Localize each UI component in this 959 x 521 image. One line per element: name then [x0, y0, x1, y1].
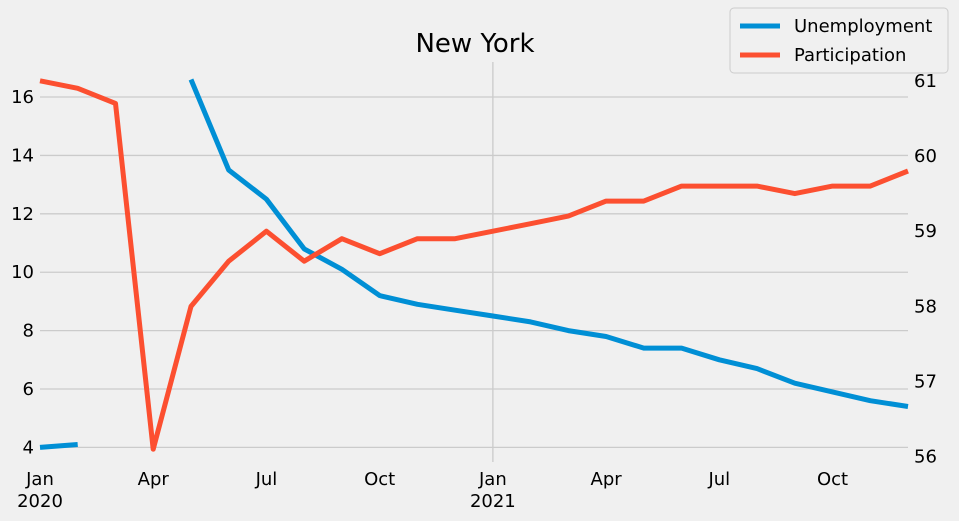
left-y-tick-label: 8 [23, 321, 34, 342]
x-tick-label: Jan [25, 469, 54, 490]
right-y-tick-label: 61 [914, 71, 937, 92]
x-tick-year-label: 2020 [17, 491, 63, 512]
right-y-tick-label: 57 [914, 372, 937, 393]
right-y-tick-label: 60 [914, 146, 937, 167]
x-tick-label: Apr [591, 469, 623, 490]
series-layer [39, 78, 909, 452]
left-y-tick-label: 12 [11, 204, 34, 225]
series-line-participation [39, 78, 909, 452]
legend-box [729, 7, 949, 74]
legend-label-unemployment: Unemployment [794, 16, 932, 37]
legend-label-participation: Participation [794, 45, 906, 66]
series-line-unemployment [39, 442, 78, 450]
chart-title: New York [415, 29, 534, 59]
legend: Unemployment Participation [729, 7, 949, 74]
x-tick-year-label: 2021 [470, 491, 516, 512]
x-tick-label: Oct [364, 469, 395, 490]
left-y-tick-label: 14 [11, 145, 34, 166]
left-y-tick-label: 4 [23, 437, 34, 458]
right-y-tick-label: 59 [914, 221, 937, 242]
left-y-tick-label: 6 [23, 379, 34, 400]
x-tick-label: Jul [707, 469, 730, 490]
x-tick-label: Apr [138, 469, 170, 490]
right-y-tick-label: 58 [914, 296, 937, 317]
left-y-tick-label: 16 [11, 87, 34, 108]
x-tick-label: Jul [255, 469, 278, 490]
right-y-axis-ticks: 56 57 58 59 60 61 [914, 71, 937, 468]
right-y-tick-label: 56 [914, 447, 937, 468]
x-tick-label: Oct [817, 469, 848, 490]
x-tick-label: Jan [478, 469, 507, 490]
left-y-axis-ticks: 4 6 8 10 12 14 16 [11, 87, 34, 458]
left-y-tick-label: 10 [11, 262, 34, 283]
series-line-unemployment [188, 78, 909, 409]
